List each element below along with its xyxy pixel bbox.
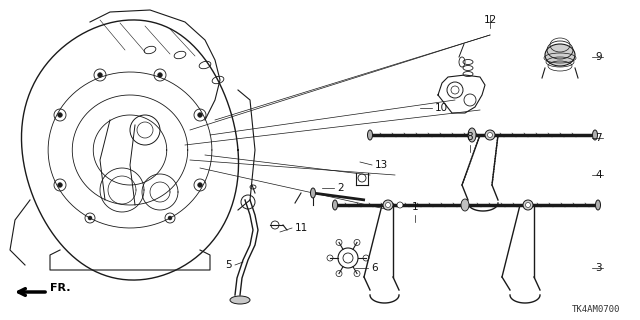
Text: 12: 12: [483, 15, 497, 25]
Text: 4: 4: [595, 170, 602, 180]
Text: 3: 3: [595, 263, 602, 273]
Ellipse shape: [230, 296, 250, 304]
Ellipse shape: [333, 200, 337, 210]
Ellipse shape: [461, 199, 469, 211]
Circle shape: [397, 202, 403, 208]
Circle shape: [97, 73, 102, 77]
Circle shape: [58, 113, 63, 117]
Circle shape: [88, 216, 92, 220]
Text: FR.: FR.: [50, 283, 70, 293]
Ellipse shape: [595, 200, 600, 210]
Ellipse shape: [593, 130, 598, 140]
Circle shape: [198, 113, 202, 117]
Circle shape: [488, 132, 493, 138]
Ellipse shape: [310, 188, 316, 198]
Text: 10: 10: [435, 103, 448, 113]
Text: 5: 5: [225, 260, 232, 270]
Text: 7: 7: [595, 133, 602, 143]
Text: 1: 1: [412, 202, 419, 212]
Circle shape: [383, 200, 393, 210]
Ellipse shape: [468, 128, 476, 142]
Circle shape: [485, 130, 495, 140]
Text: 11: 11: [295, 223, 308, 233]
Circle shape: [168, 216, 172, 220]
Circle shape: [525, 203, 531, 207]
Circle shape: [385, 203, 390, 207]
Ellipse shape: [367, 130, 372, 140]
Text: 8: 8: [467, 132, 474, 142]
Circle shape: [58, 183, 63, 188]
Text: 2: 2: [337, 183, 344, 193]
Text: 6: 6: [371, 263, 378, 273]
Circle shape: [198, 183, 202, 188]
Circle shape: [157, 73, 163, 77]
Text: 13: 13: [375, 160, 388, 170]
Text: TK4AM0700: TK4AM0700: [572, 305, 620, 314]
Circle shape: [523, 200, 533, 210]
Text: 9: 9: [595, 52, 602, 62]
Ellipse shape: [545, 44, 575, 66]
